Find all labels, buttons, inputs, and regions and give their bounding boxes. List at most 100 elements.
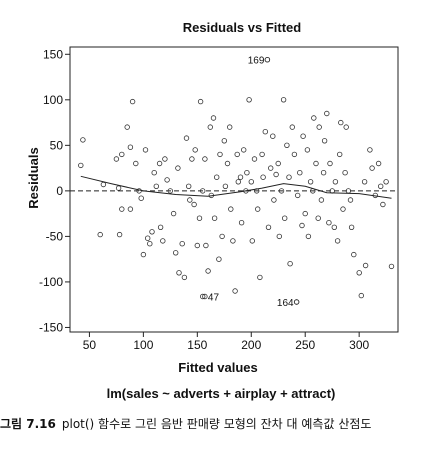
point-label: 47 (208, 293, 220, 304)
data-point (194, 242, 200, 249)
x-tick-label: 150 (187, 338, 207, 352)
data-point (313, 160, 319, 167)
data-point (113, 156, 120, 162)
data-point (271, 197, 277, 203)
data-point (199, 293, 206, 300)
data-point (230, 238, 236, 244)
data-point (175, 165, 181, 171)
data-point (251, 156, 258, 162)
x-axis-label: Fitted values (178, 360, 257, 375)
data-point (297, 169, 303, 176)
data-point (210, 115, 217, 121)
data-point (199, 188, 206, 194)
data-point (338, 119, 344, 126)
data-point (316, 124, 322, 130)
smoother-line (80, 175, 392, 199)
data-point (235, 179, 241, 185)
chart-title: Residuals vs Fitted (183, 20, 302, 35)
data-point (203, 242, 209, 249)
data-point (320, 169, 327, 176)
labeled-data-point (293, 299, 300, 305)
data-point (147, 240, 153, 247)
residuals-vs-fitted-chart: Residuals vs Fitted 50 100 150 200 250 300 -15… (26, 20, 399, 401)
data-point (257, 274, 263, 281)
plot-area: 50 100 150 200 250 300 -150 -100 -50 0 50 100 150 169… (39, 46, 399, 352)
data-point (265, 224, 272, 230)
data-point (80, 137, 86, 143)
data-point (318, 197, 325, 203)
data-point (179, 240, 185, 247)
data-point (172, 250, 179, 256)
data-point (183, 135, 190, 141)
data-point (129, 98, 136, 105)
x-tick-label: 50 (83, 338, 97, 352)
data-point (332, 179, 339, 185)
data-point (342, 169, 348, 176)
x-tick-label: 200 (241, 338, 261, 352)
data-point (362, 262, 369, 269)
data-point (361, 179, 368, 185)
data-point (157, 224, 164, 230)
data-point (181, 274, 188, 281)
y-tick-label: -100 (39, 275, 63, 289)
data-point (248, 179, 254, 185)
y-axis-label: Residuals (26, 147, 41, 208)
labeled-data-point (264, 57, 271, 63)
data-point (358, 292, 364, 299)
figure-caption-text: plot() 함수로 그린 음반 판매량 모형의 잔차 대 예측값 산점도 (61, 417, 372, 431)
data-point (207, 124, 213, 130)
data-point (144, 235, 151, 241)
data-point (378, 183, 384, 189)
data-point (219, 233, 225, 240)
data-point (275, 160, 281, 167)
data-point (268, 165, 274, 171)
data-point (259, 151, 265, 158)
data-point (192, 147, 198, 153)
data-point (262, 128, 268, 135)
chart-subtitle: lm(sales ~ adverts + airplay + attract) (107, 386, 336, 401)
point-label: 164 (277, 298, 294, 309)
data-point (196, 215, 203, 221)
data-point (304, 147, 311, 153)
data-point (170, 210, 177, 217)
data-point (232, 288, 238, 294)
data-point (273, 171, 279, 178)
point-label: 169 (248, 56, 265, 67)
data-point (221, 138, 227, 144)
data-point (289, 124, 295, 130)
data-point (197, 98, 204, 105)
data-point (119, 151, 125, 158)
data-point (326, 219, 332, 226)
plot-frame (69, 46, 399, 333)
data-point (176, 270, 182, 276)
labeled-data-point (202, 293, 208, 300)
y-tick-label: 50 (50, 138, 64, 152)
data-point (287, 261, 293, 267)
data-point (238, 219, 245, 226)
data-point (211, 215, 218, 221)
data-point (311, 115, 317, 121)
data-point (162, 156, 168, 162)
data-point (244, 169, 250, 176)
data-point (213, 174, 220, 180)
data-point (97, 231, 103, 238)
y-tick-label: -50 (46, 229, 64, 243)
data-point (187, 197, 193, 203)
data-point (160, 238, 166, 244)
data-point (347, 197, 354, 203)
data-point (205, 268, 211, 274)
data-point (291, 151, 298, 158)
data-point (133, 160, 139, 167)
data-point (295, 192, 301, 199)
data-point (234, 151, 240, 158)
data-point (375, 160, 382, 167)
figure-caption: 그림 7.16 plot() 함수로 그린 음반 판매량 모형의 잔차 대 예측값… (0, 415, 430, 432)
data-point (327, 160, 333, 167)
data-point (300, 133, 306, 139)
data-point (307, 179, 314, 185)
data-point (140, 251, 147, 258)
data-point (222, 183, 229, 189)
data-point (167, 188, 173, 194)
data-point (255, 206, 261, 212)
data-point (127, 206, 134, 212)
